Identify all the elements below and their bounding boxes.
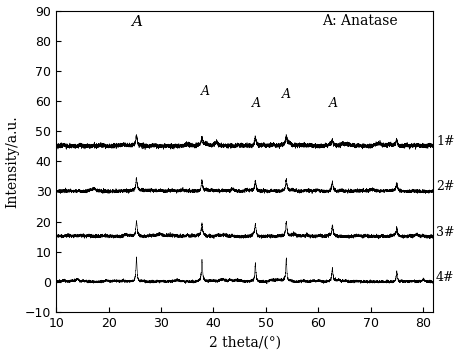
Text: A: A xyxy=(252,97,260,110)
Text: A: A xyxy=(282,88,291,101)
Text: 2#: 2# xyxy=(435,180,453,193)
Text: 3#: 3# xyxy=(435,226,453,239)
Text: A: A xyxy=(201,85,210,98)
Y-axis label: Intensity/a.u.: Intensity/a.u. xyxy=(6,115,20,208)
Text: A: Anatase: A: Anatase xyxy=(322,13,397,28)
Text: 1#: 1# xyxy=(435,135,453,148)
Text: A: A xyxy=(131,15,142,29)
X-axis label: 2 theta/(°): 2 theta/(°) xyxy=(208,335,280,349)
Text: A: A xyxy=(329,97,338,110)
Text: 4#: 4# xyxy=(435,271,453,284)
